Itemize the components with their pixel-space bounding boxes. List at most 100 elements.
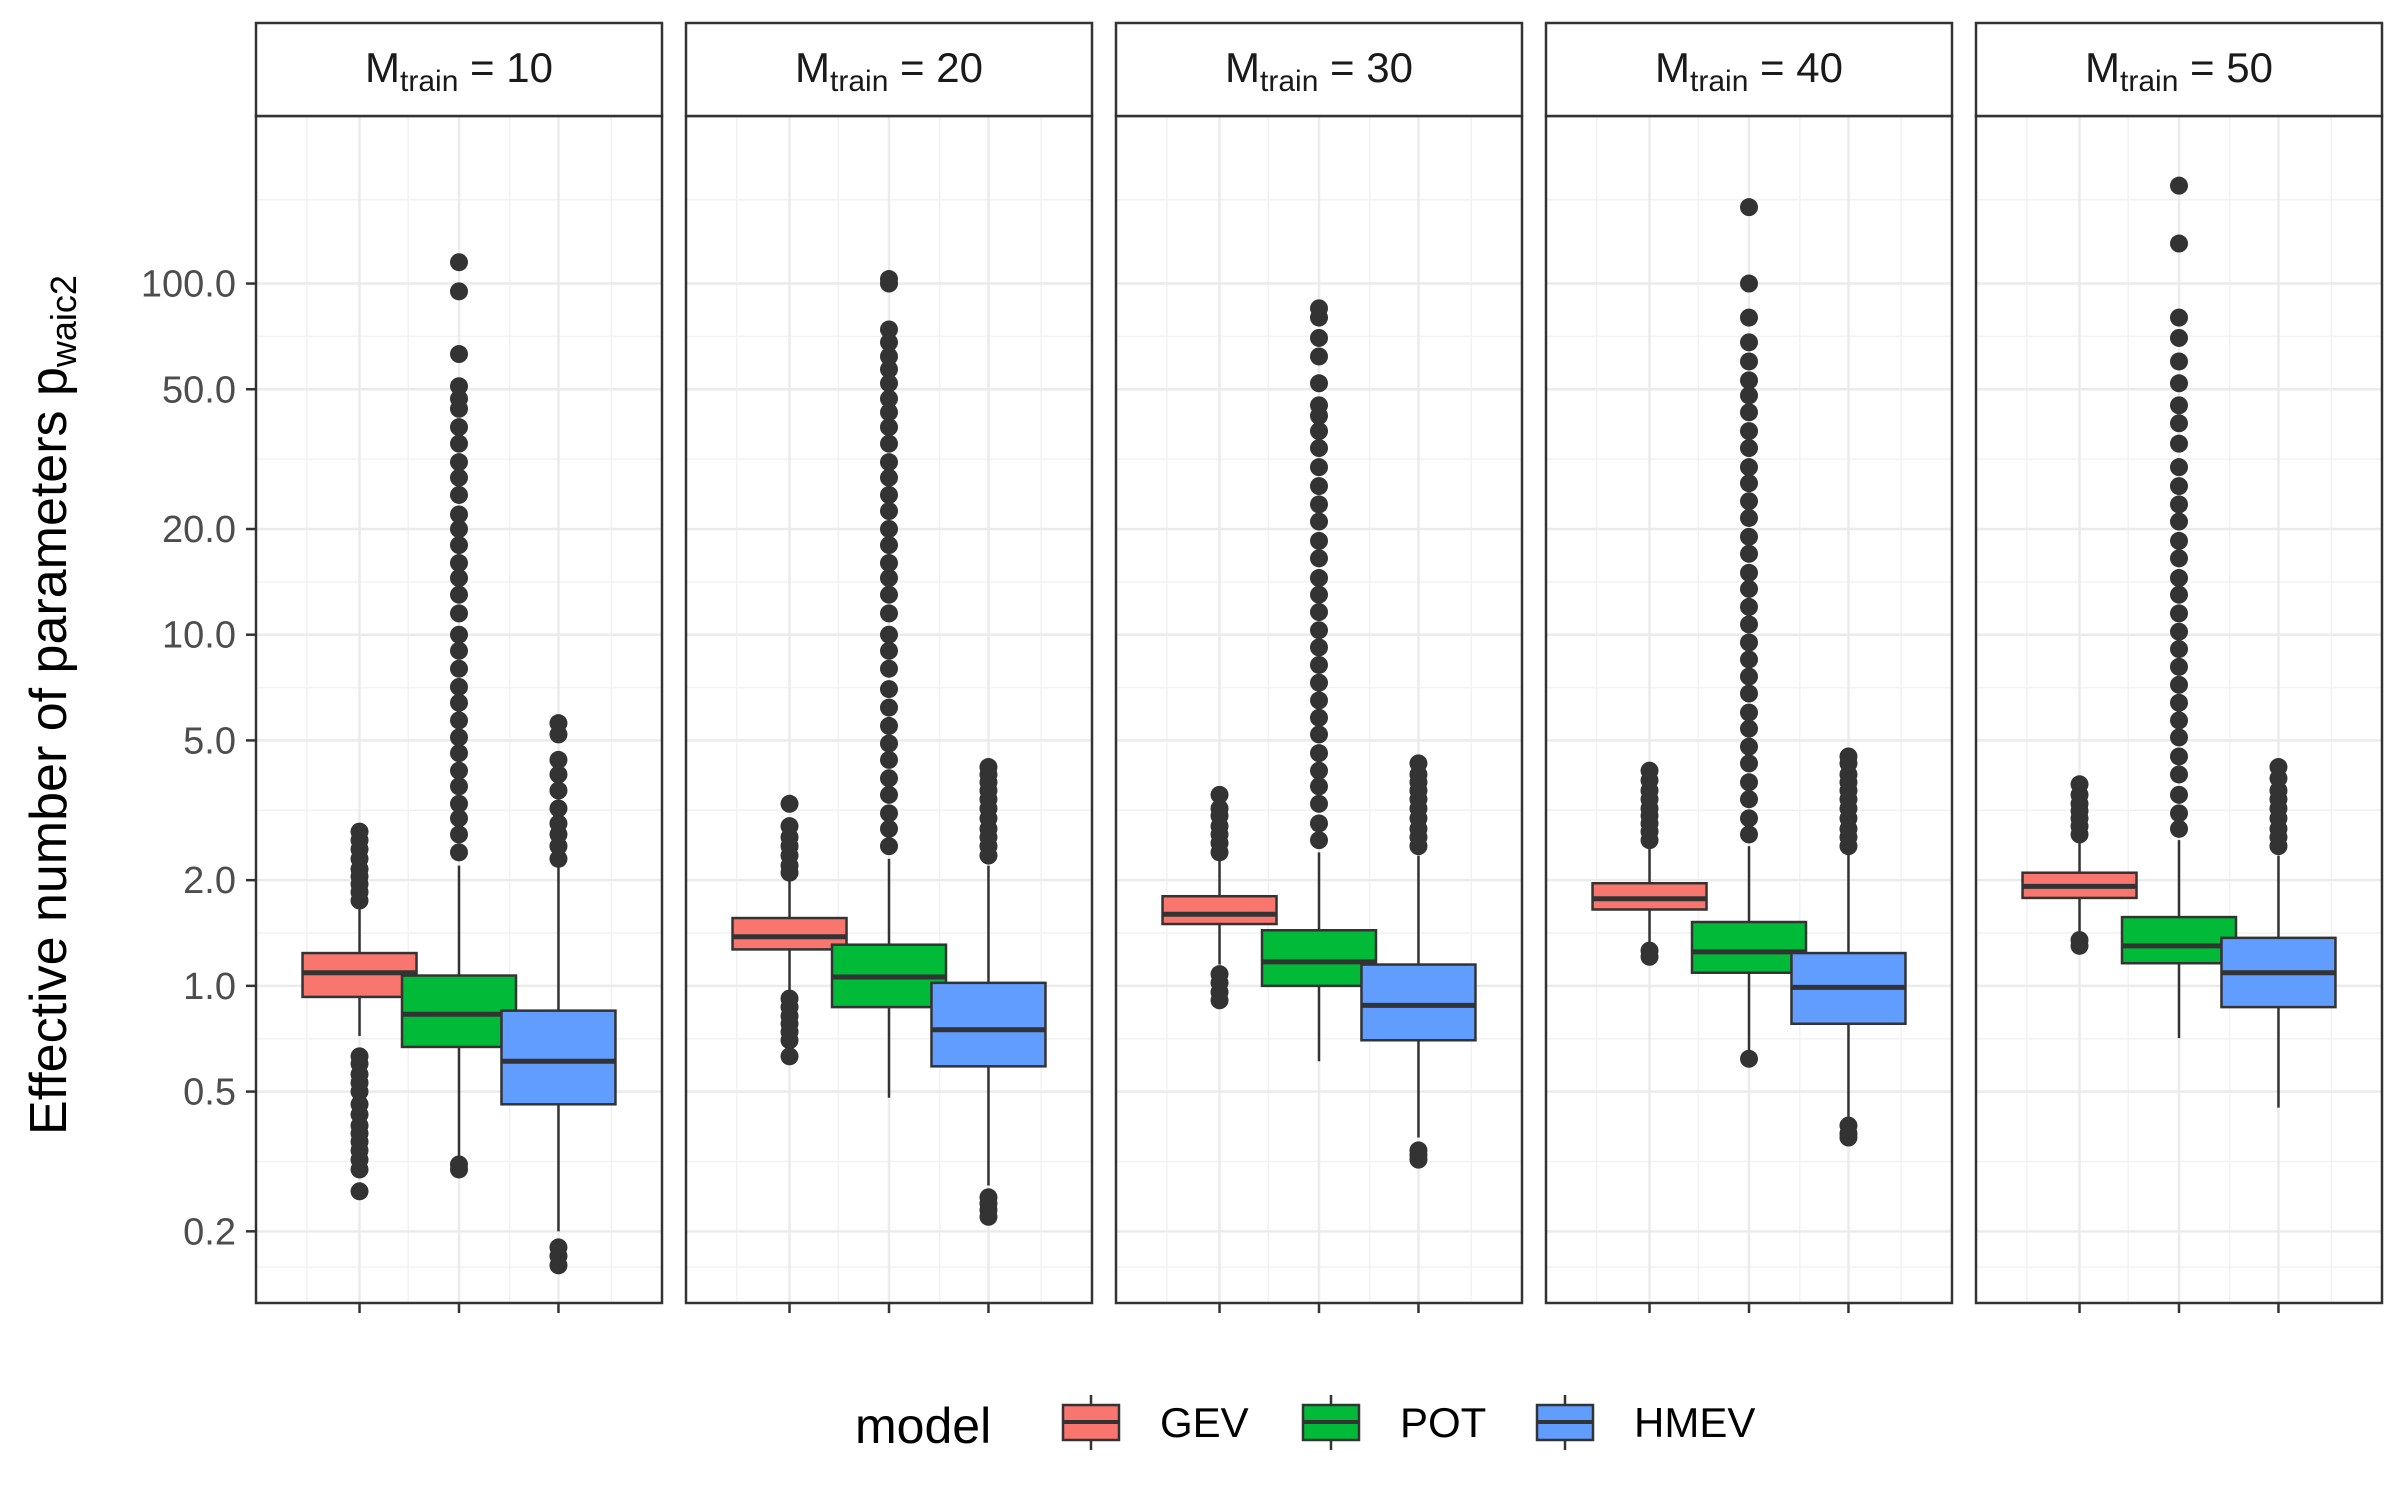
- outlier-point: [1740, 579, 1758, 598]
- strip-subscript: train: [1690, 65, 1748, 98]
- outlier-point: [1740, 790, 1758, 809]
- outlier-point: [450, 677, 468, 696]
- outlier-point: [880, 734, 898, 753]
- legend-key-gev: GEV: [1061, 1395, 1249, 1450]
- outlier-point: [2170, 804, 2188, 823]
- outlier-point: [1310, 458, 1328, 477]
- y-tick-label: 2.0: [183, 860, 236, 902]
- outlier-point: [1310, 531, 1328, 550]
- legend: model GEV POT HMEV: [855, 1395, 1755, 1454]
- outlier-point: [1310, 328, 1328, 347]
- outlier-point: [1740, 458, 1758, 477]
- box-iqr: [930, 981, 1047, 1068]
- box-hmev: [1790, 747, 1907, 1147]
- facet-panel: Mtrain = 30: [1114, 21, 1524, 1313]
- outlier-point: [1740, 198, 1758, 217]
- outlier-point: [1740, 333, 1758, 352]
- facet-panel: Mtrain = 50: [1974, 21, 2384, 1313]
- outlier-point: [880, 320, 898, 339]
- y-tick-label: 100.0: [141, 264, 236, 306]
- box-hmev: [2220, 758, 2337, 1108]
- strip-subscript: train: [830, 65, 888, 98]
- outlier-point: [1310, 638, 1328, 657]
- box-iqr: [1360, 963, 1477, 1042]
- box-gev: [731, 794, 848, 1066]
- box-gev: [301, 822, 418, 1201]
- outlier-point: [1740, 703, 1758, 722]
- outlier-point: [880, 716, 898, 735]
- outlier-point: [880, 374, 898, 393]
- outlier-point: [880, 403, 898, 422]
- outlier-point: [780, 794, 799, 813]
- outlier-point: [880, 659, 898, 678]
- box-gev: [2021, 775, 2138, 955]
- box-iqr: [2120, 915, 2238, 965]
- outlier-point: [880, 418, 898, 437]
- outlier-point: [1310, 603, 1328, 622]
- outlier-point: [450, 453, 468, 472]
- outlier-point: [1740, 308, 1758, 327]
- outlier-point: [880, 519, 898, 538]
- y-axis-title: Effective number of parameters pwaic2: [20, 275, 84, 1135]
- outlier-point: [1310, 374, 1328, 393]
- legend-label: POT: [1400, 1399, 1486, 1446]
- outlier-point: [1740, 633, 1758, 652]
- outlier-point: [880, 585, 898, 604]
- outlier-point: [450, 659, 468, 678]
- outlier-point: [1740, 1049, 1758, 1068]
- outlier-point: [549, 714, 568, 733]
- outlier-point: [1740, 650, 1758, 669]
- outlier-point: [1310, 422, 1328, 441]
- outlier-point: [2170, 640, 2188, 659]
- outlier-point: [1839, 1116, 1858, 1135]
- y-tick-label: 10.0: [162, 615, 236, 657]
- outlier-point: [2170, 458, 2188, 477]
- outlier-point: [1740, 667, 1758, 686]
- outlier-point: [880, 750, 898, 769]
- outlier-point: [2170, 328, 2188, 347]
- outlier-point: [1640, 941, 1659, 960]
- box-hmev: [930, 758, 1047, 1226]
- outlier-point: [880, 434, 898, 453]
- strip-subscript: train: [400, 65, 458, 98]
- outlier-point: [1740, 597, 1758, 616]
- facet-strip-label: Mtrain = 10: [365, 44, 553, 98]
- strip-value: = 40: [1748, 44, 1843, 91]
- outlier-point: [780, 817, 799, 836]
- outlier-point: [1740, 684, 1758, 703]
- strip-value: = 20: [888, 44, 983, 91]
- outlier-point: [2170, 396, 2188, 415]
- outlier-point: [2170, 414, 2188, 433]
- box-pot: [2120, 176, 2238, 1039]
- facet-strip: [1544, 21, 1954, 118]
- legend-key-hmev: HMEV: [1535, 1395, 1755, 1450]
- outlier-point: [1740, 474, 1758, 493]
- outlier-point: [450, 505, 468, 524]
- facet-panel: Mtrain = 40: [1544, 21, 1954, 1313]
- outlier-point: [1310, 725, 1328, 744]
- outlier-point: [1740, 403, 1758, 422]
- outlier-point: [450, 641, 468, 660]
- outlier-point: [1310, 477, 1328, 496]
- outlier-point: [880, 333, 898, 352]
- outlier-point: [549, 765, 568, 784]
- outlier-point: [549, 799, 568, 818]
- outlier-point: [350, 1182, 369, 1201]
- outlier-point: [2170, 765, 2188, 784]
- outlier-point: [450, 711, 468, 730]
- outlier-point: [880, 785, 898, 804]
- outlier-point: [1310, 347, 1328, 366]
- outlier-point: [450, 825, 468, 844]
- outlier-point: [2170, 549, 2188, 568]
- outlier-point: [1409, 1141, 1428, 1160]
- outlier-point: [2070, 931, 2089, 950]
- outlier-point: [1310, 549, 1328, 568]
- outlier-point: [1310, 512, 1328, 531]
- outlier-point: [1310, 691, 1328, 710]
- box-iqr: [400, 974, 518, 1049]
- outlier-point: [880, 569, 898, 588]
- legend-key-pot: POT: [1301, 1395, 1486, 1450]
- outlier-point: [1740, 544, 1758, 563]
- outlier-point: [1740, 615, 1758, 634]
- facet-strip-label: Mtrain = 50: [2085, 44, 2273, 98]
